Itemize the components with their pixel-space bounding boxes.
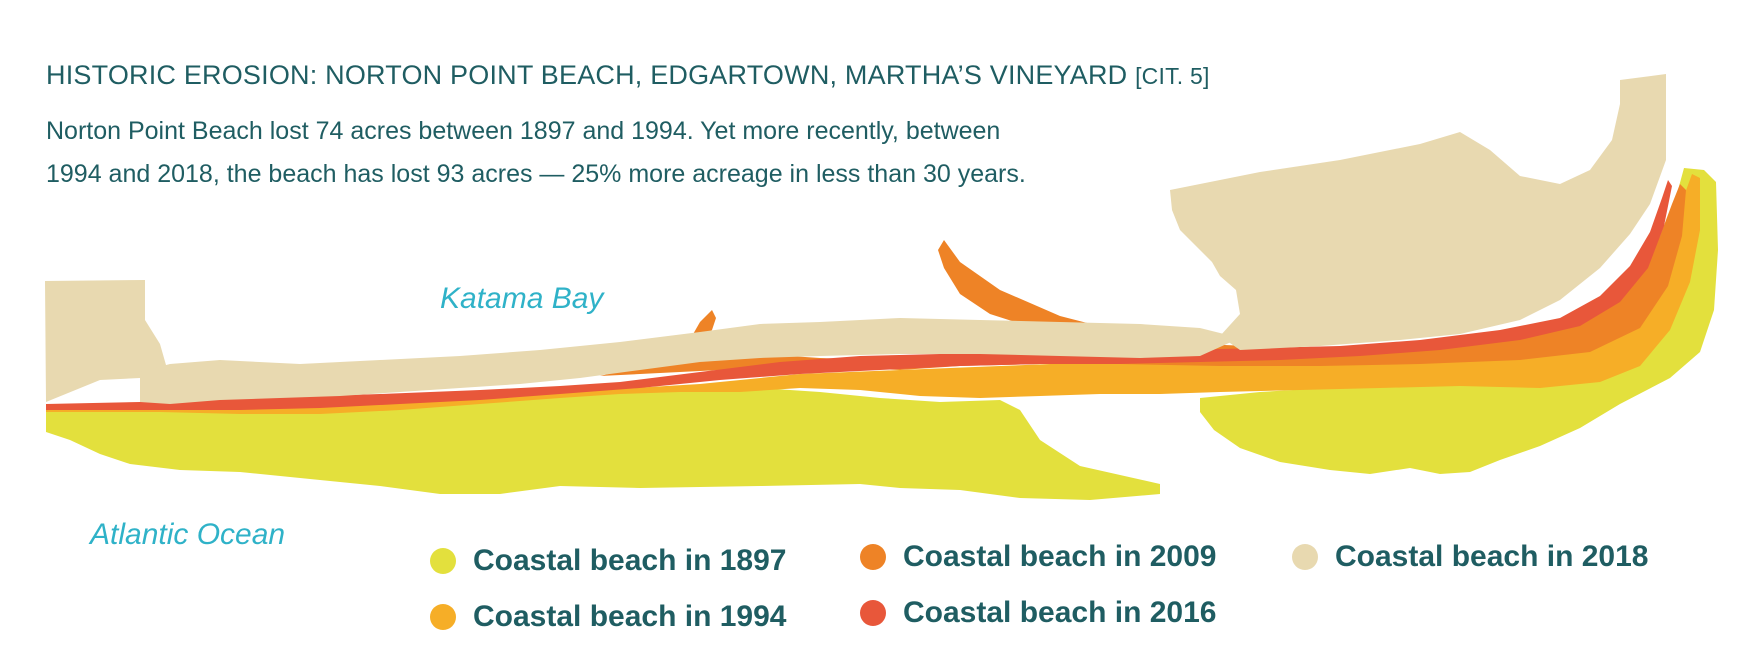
legend-label: Coastal beach in 2009 [903,540,1217,573]
beach-1897-west [46,388,1160,500]
legend-item: Coastal beach in 1897 [430,544,786,578]
description-line-1: Norton Point Beach lost 74 acres between… [46,117,1001,145]
legend-swatch [430,604,456,630]
atlantic-ocean-label: Atlantic Ocean [90,518,286,551]
legend-label: Coastal beach in 1994 [473,600,787,633]
description-line-2: 1994 and 2018, the beach has lost 93 acr… [46,160,1026,188]
beach-2018-west-block [45,280,168,402]
map-description: Norton Point Beach lost 74 acres between… [46,110,1086,196]
legend-swatch [860,544,886,570]
legend-swatch [860,600,886,626]
legend-item: Coastal beach in 2016 [860,596,1216,630]
title-text: HISTORIC EROSION: NORTON POINT BEACH, ED… [46,60,1128,90]
beach-2018-east-headland [1170,74,1666,350]
beach-2016-strip [46,180,1672,410]
legend-label: Coastal beach in 2016 [903,596,1217,629]
layer-1897 [46,168,1718,500]
beach-2018-strip [140,318,1240,404]
map-title: HISTORIC EROSION: NORTON POINT BEACH, ED… [46,60,1210,91]
legend-swatch [430,548,456,574]
legend-swatch [1292,544,1318,570]
layer-2016 [46,180,1672,410]
beach-1897-east [1200,168,1718,474]
legend-item: Coastal beach in 2009 [860,540,1216,574]
legend-label: Coastal beach in 1897 [473,544,787,577]
legend-item: Coastal beach in 1994 [430,600,786,634]
legend-label: Coastal beach in 2018 [1335,540,1649,573]
legend-item: Coastal beach in 2018 [1292,540,1648,574]
katama-bay-label: Katama Bay [440,282,604,315]
citation-text: [CIT. 5] [1135,63,1210,89]
layer-2018 [45,74,1666,404]
